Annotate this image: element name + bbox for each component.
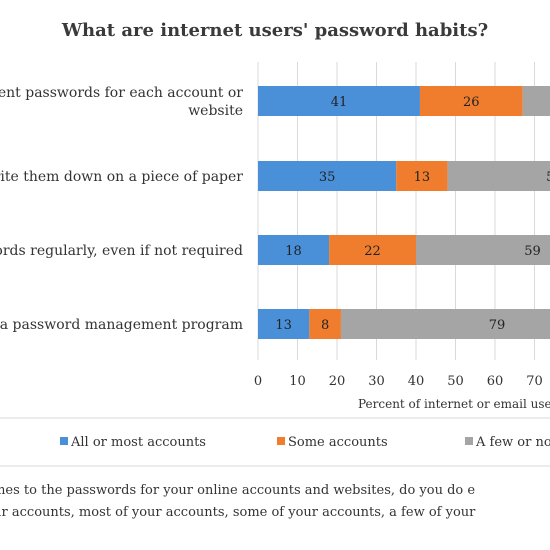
bar-2-row-4 bbox=[309, 309, 341, 339]
bar-2-row-3 bbox=[329, 235, 416, 265]
x-tick-label-30: 30 bbox=[368, 374, 385, 389]
bars bbox=[258, 86, 550, 339]
legend: All or most accounts Some accounts A few o… bbox=[60, 435, 550, 450]
data-label-2-row-3: 22 bbox=[364, 244, 381, 259]
category-label-3-line-1: words regularly, even if not required bbox=[0, 243, 243, 259]
legend-label-2: Some accounts bbox=[288, 435, 388, 450]
bar-1-row-2 bbox=[258, 161, 397, 191]
data-label-2-row-2: 13 bbox=[414, 170, 431, 185]
category-label-4-line-1: se a password management program bbox=[0, 317, 243, 333]
question-footnote: comes to the passwords for your online a… bbox=[0, 480, 550, 524]
x-tick-label-70: 70 bbox=[526, 374, 543, 389]
bar-1-row-1 bbox=[258, 86, 420, 116]
bar-1-row-4 bbox=[258, 309, 310, 339]
legend-swatch-1 bbox=[60, 437, 68, 445]
legend-swatch-2 bbox=[277, 437, 285, 445]
legend-swatch-3 bbox=[465, 437, 473, 445]
bar-1-row-3 bbox=[258, 235, 330, 265]
x-tick-label-20: 20 bbox=[329, 374, 346, 389]
category-labels: fferent passwords for each account or web… bbox=[0, 85, 243, 333]
data-label-2-row-4: 8 bbox=[321, 318, 329, 333]
bar-3-row-3 bbox=[416, 235, 550, 265]
footnote-line-2: your accounts, most of your accounts, so… bbox=[0, 505, 476, 520]
x-tick-label-50: 50 bbox=[447, 374, 464, 389]
data-label-1-row-2: 35 bbox=[319, 170, 336, 185]
bar-3-row-4 bbox=[340, 309, 550, 339]
data-label-3-row-4: 79 bbox=[489, 318, 506, 333]
x-tick-label-0: 0 bbox=[254, 374, 262, 389]
x-tick-label-10: 10 bbox=[289, 374, 306, 389]
bar-2-row-1 bbox=[419, 86, 523, 116]
data-labels: 41 26 35 13 5 18 22 59 13 8 79 bbox=[275, 95, 550, 333]
x-tick-label-40: 40 bbox=[408, 374, 425, 389]
data-label-3-row-2: 5 bbox=[546, 170, 550, 185]
chart-title: What are internet users' password habits… bbox=[61, 20, 488, 41]
legend-label-1: All or most accounts bbox=[70, 435, 206, 450]
data-label-2-row-1: 26 bbox=[463, 95, 480, 110]
x-tick-label-60: 60 bbox=[487, 374, 504, 389]
data-label-1-row-3: 18 bbox=[285, 244, 302, 259]
data-label-3-row-3: 59 bbox=[524, 244, 541, 259]
bar-3-row-1 bbox=[522, 86, 550, 116]
data-label-1-row-4: 13 bbox=[275, 318, 292, 333]
category-label-2-line-1: Write them down on a piece of paper bbox=[0, 169, 243, 185]
category-label-1-line-2: website bbox=[188, 103, 243, 119]
bar-2-row-2 bbox=[396, 161, 448, 191]
x-axis-label: Percent of internet or email users bbox=[358, 397, 550, 411]
bar-3-row-2 bbox=[447, 161, 550, 191]
category-label-1-line-1: fferent passwords for each account or bbox=[0, 85, 243, 101]
legend-label-3: A few or no bbox=[475, 435, 550, 450]
x-axis-ticks: 0 10 20 30 40 50 60 70 bbox=[254, 374, 543, 389]
data-label-1-row-1: 41 bbox=[331, 95, 348, 110]
footnote-line-1: comes to the passwords for your online a… bbox=[0, 483, 476, 498]
